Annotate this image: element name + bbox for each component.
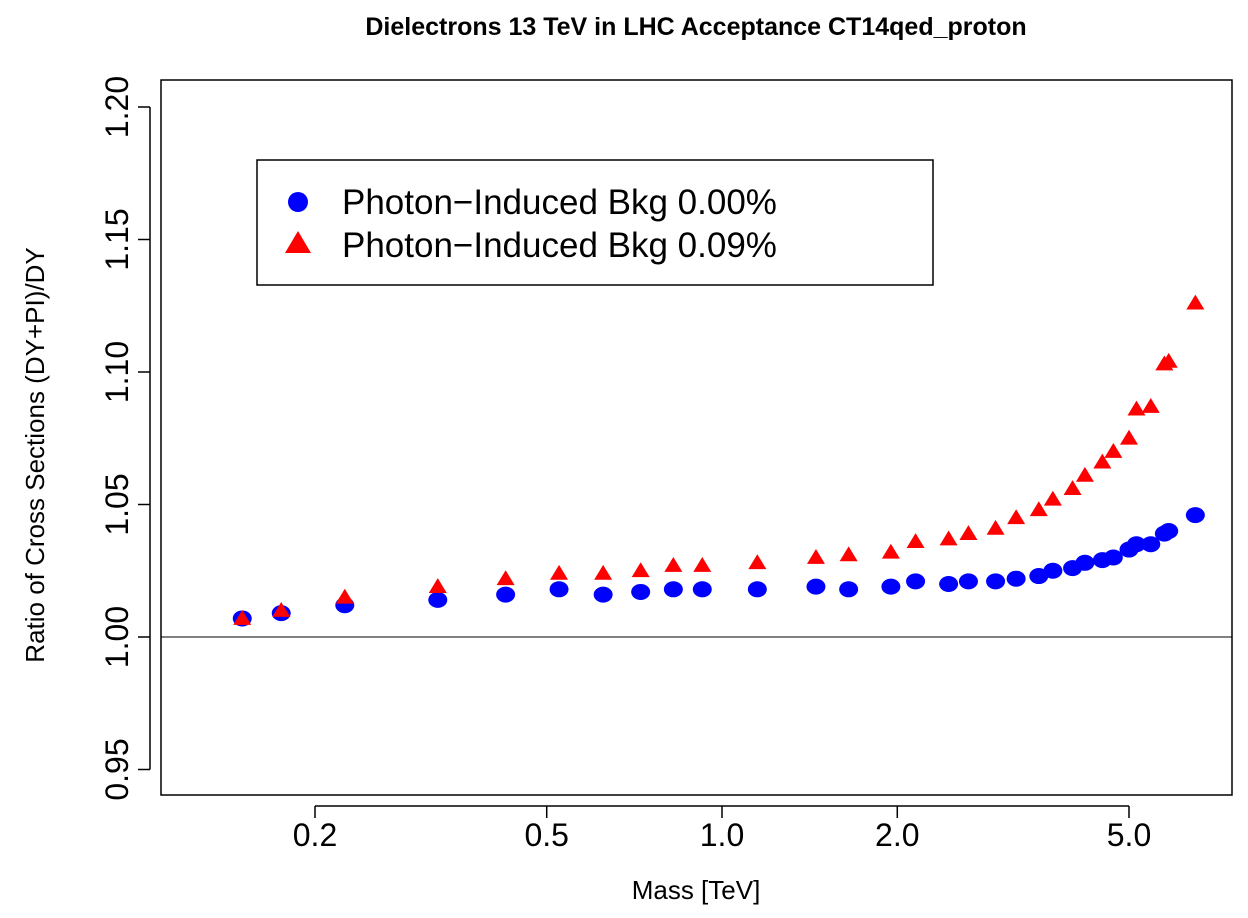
triangle-point bbox=[233, 609, 252, 625]
circle-point bbox=[663, 581, 683, 598]
circle-point bbox=[1185, 507, 1205, 524]
triangle-point bbox=[664, 556, 683, 572]
triangle-point bbox=[428, 578, 447, 594]
y-tick-label: 0.95 bbox=[99, 738, 135, 800]
triangle-point bbox=[1007, 509, 1026, 525]
legend: Photon−Induced Bkg 0.00% Photon−Induced … bbox=[256, 159, 934, 286]
circle-point bbox=[958, 573, 978, 590]
plot-frame bbox=[160, 79, 1233, 796]
x-tick-label: 1.0 bbox=[700, 817, 744, 853]
triangle-point bbox=[272, 602, 291, 617]
circle-point bbox=[631, 583, 651, 600]
circle-point bbox=[1075, 554, 1095, 571]
legend-label-0: Photon−Induced Bkg 0.00% bbox=[342, 183, 777, 222]
triangle-point bbox=[939, 530, 958, 546]
legend-box bbox=[256, 159, 934, 286]
triangle-point bbox=[748, 554, 767, 570]
x-tick-label: 5.0 bbox=[1107, 817, 1151, 853]
circle-point bbox=[1006, 570, 1026, 587]
triangle-point bbox=[1043, 490, 1062, 506]
triangle-point bbox=[881, 543, 900, 559]
triangle-point bbox=[906, 533, 925, 548]
triangle-point bbox=[1120, 429, 1138, 445]
triangle-point bbox=[1127, 400, 1146, 416]
circle-point bbox=[428, 591, 448, 608]
x-axis-label: Mass [TeV] bbox=[632, 875, 761, 905]
triangle-point bbox=[806, 549, 825, 564]
circle-point bbox=[747, 581, 767, 598]
circle-point bbox=[549, 581, 569, 598]
triangle-point bbox=[550, 564, 569, 580]
circle-point bbox=[692, 581, 712, 598]
x-tick-label: 0.5 bbox=[524, 817, 568, 853]
series-pi-0-09 bbox=[233, 294, 1205, 625]
circle-point bbox=[881, 578, 901, 595]
x-tick-label: 0.2 bbox=[293, 817, 337, 853]
y-tick-label: 1.10 bbox=[99, 341, 135, 403]
triangle-point bbox=[1029, 501, 1048, 517]
legend-triangle-marker bbox=[285, 231, 311, 253]
circle-point bbox=[496, 586, 516, 603]
triangle-point bbox=[693, 556, 712, 572]
triangle-point bbox=[986, 519, 1005, 535]
triangle-point bbox=[839, 546, 858, 562]
circle-point bbox=[939, 576, 959, 592]
y-axis-label: Ratio of Cross Sections (DY+PI)/DY bbox=[20, 247, 50, 662]
triangle-point bbox=[496, 570, 515, 586]
circle-point bbox=[1043, 562, 1063, 579]
circle-point bbox=[1126, 536, 1146, 553]
triangle-point bbox=[959, 525, 978, 541]
circle-point bbox=[1141, 536, 1161, 553]
triangle-point bbox=[1075, 466, 1094, 482]
legend-label-1: Photon−Induced Bkg 0.09% bbox=[342, 226, 777, 265]
triangle-point bbox=[1063, 480, 1082, 495]
circle-point bbox=[806, 578, 826, 595]
y-tick-label: 1.15 bbox=[99, 208, 135, 270]
legend-circle-marker bbox=[288, 192, 308, 212]
circle-point bbox=[1159, 523, 1179, 539]
circle-point bbox=[839, 581, 859, 598]
y-tick-label: 1.05 bbox=[99, 473, 135, 535]
circle-point bbox=[1103, 549, 1123, 566]
triangle-point bbox=[1186, 294, 1205, 310]
x-tick-label: 2.0 bbox=[875, 817, 919, 853]
triangle-point bbox=[1159, 352, 1178, 368]
triangle-point bbox=[594, 564, 613, 580]
x-axis: 0.2 0.5 1.0 2.0 5.0 bbox=[293, 805, 1151, 853]
circle-point bbox=[906, 573, 926, 590]
triangle-point bbox=[1093, 453, 1112, 469]
triangle-point bbox=[335, 588, 354, 604]
chart-title: Dielectrons 13 TeV in LHC Acceptance CT1… bbox=[365, 13, 1026, 41]
y-tick-label: 1.00 bbox=[99, 606, 135, 668]
triangle-point bbox=[1141, 397, 1160, 413]
series-pi-0-00 bbox=[232, 507, 1205, 627]
circle-point bbox=[986, 573, 1006, 590]
y-axis: 0.95 1.00 1.05 1.10 1.15 1.20 bbox=[99, 76, 151, 801]
y-tick-label: 1.20 bbox=[99, 76, 135, 138]
triangle-point bbox=[631, 562, 650, 578]
circle-point bbox=[593, 586, 613, 603]
triangle-point bbox=[1104, 443, 1123, 458]
